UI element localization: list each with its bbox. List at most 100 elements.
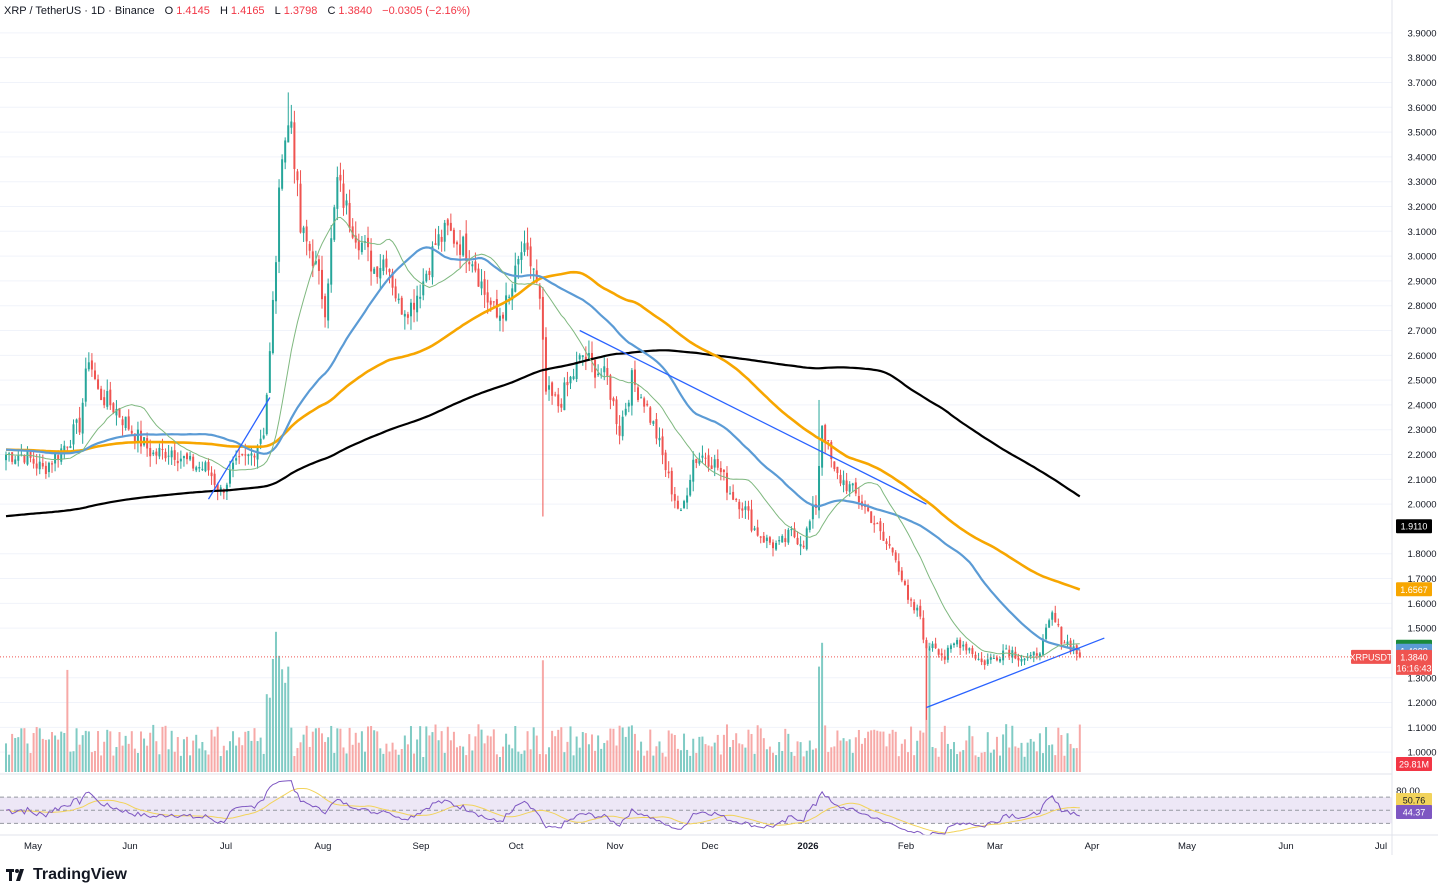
volume-bar	[621, 727, 624, 772]
candle-body	[900, 570, 903, 581]
volume-bar	[578, 747, 581, 772]
volume-bar	[41, 738, 44, 772]
candle-body	[581, 355, 584, 358]
candle-body	[63, 445, 66, 452]
candle-body	[615, 399, 618, 425]
rsi-line	[5, 780, 1080, 836]
candle-body	[667, 471, 670, 474]
price-axis[interactable]: 3.9000 3.8000 3.7000 3.6000 3.5000 3.4000 3.30…	[1349, 0, 1437, 855]
volume-bar	[351, 744, 354, 772]
candle-body	[81, 402, 84, 434]
volume-bar	[928, 642, 931, 772]
candle-body	[710, 465, 713, 470]
volume-bar	[529, 749, 532, 772]
candle-body	[818, 465, 821, 511]
candle-body	[879, 521, 882, 532]
volume-bar	[425, 726, 428, 772]
candle-body	[949, 645, 952, 650]
candle-body	[373, 268, 376, 274]
candle-body	[87, 362, 90, 370]
price-tick-label: 2.3000	[1407, 425, 1436, 436]
volume-bar	[793, 755, 796, 772]
candle-body	[830, 441, 833, 460]
rsi-value-badge-text: 44.37	[1403, 808, 1426, 818]
volume-bar	[916, 740, 919, 772]
volume-bar	[523, 750, 526, 772]
volume-bar	[566, 741, 569, 772]
ma-black-badge: 1.9110	[1396, 519, 1432, 534]
symbol-badge-text: XRPUSDT	[1349, 652, 1393, 662]
candle-body	[179, 458, 182, 462]
volume-bar	[195, 734, 198, 772]
trendline	[579, 329, 927, 505]
candle-body	[658, 437, 661, 441]
volume-bar	[327, 737, 330, 772]
volume-bar	[167, 749, 170, 772]
volume-bar	[363, 751, 366, 772]
volume-bar	[597, 735, 600, 772]
candle-body	[29, 450, 32, 458]
price-tick-label: 1.2000	[1407, 698, 1436, 709]
volume-bar	[713, 742, 716, 772]
candle-body	[526, 242, 529, 250]
candle-body	[747, 506, 750, 511]
volume-bar	[768, 746, 771, 772]
volume-bar	[376, 731, 379, 772]
candle-body	[333, 207, 336, 240]
volume-bar	[818, 666, 821, 772]
rsi-pane	[0, 773, 1392, 836]
volume-bar	[241, 745, 244, 772]
volume-bar	[232, 731, 235, 772]
price-tick-label: 2.7000	[1407, 326, 1436, 337]
volume-bar	[498, 756, 501, 772]
time-tick-label: Feb	[898, 841, 914, 852]
volume-bar	[590, 734, 593, 772]
volume-bar	[302, 734, 305, 772]
candle-body	[698, 458, 701, 464]
change-value: −0.0305 (−2.16%)	[382, 5, 471, 17]
candle-body	[250, 453, 253, 456]
volume-badge-bg	[1396, 757, 1432, 771]
volume-bar	[155, 741, 158, 772]
candle-body	[738, 501, 741, 510]
candle-body	[1060, 626, 1063, 645]
time-tick-label: 2026	[797, 841, 818, 852]
volume-bar	[787, 733, 790, 772]
volume-bar	[541, 660, 544, 772]
volume-bar	[505, 733, 508, 772]
volume-bar	[1029, 738, 1032, 772]
candle-body	[232, 462, 235, 470]
volume-bar	[873, 729, 876, 772]
candle-body	[431, 246, 434, 278]
tradingview-logo[interactable]: TradingView	[6, 866, 127, 884]
volume-bar	[127, 743, 130, 772]
time-axis[interactable]: May Jun Jul Aug Sep Oct Nov Dec 2026 Feb Mar Apr May…	[0, 834, 1438, 852]
volume-bar	[953, 742, 956, 772]
candle-body	[857, 495, 860, 503]
candle-body	[225, 484, 228, 492]
volume-bar	[891, 729, 894, 772]
volume-bar	[216, 726, 219, 772]
volume-bar	[434, 724, 437, 772]
candle-body	[609, 375, 612, 400]
volume-bar	[112, 755, 115, 772]
candle-body	[406, 314, 409, 318]
candle-body	[569, 376, 572, 384]
candle-body	[520, 252, 523, 260]
volume-bar	[683, 733, 686, 772]
candle-body	[11, 452, 14, 462]
candle-body	[735, 499, 738, 501]
candle-body	[47, 462, 50, 473]
candle-body	[14, 459, 17, 464]
candle-body	[989, 657, 992, 660]
candle-body	[584, 356, 587, 360]
volume-bar	[756, 725, 759, 772]
candle-body	[360, 242, 363, 253]
candle-body	[41, 463, 44, 467]
open-value: 1.4145	[176, 5, 210, 17]
volume-bar	[97, 731, 100, 772]
candle-body	[692, 459, 695, 482]
volume-bar	[305, 725, 308, 772]
volume-bar	[5, 743, 7, 772]
